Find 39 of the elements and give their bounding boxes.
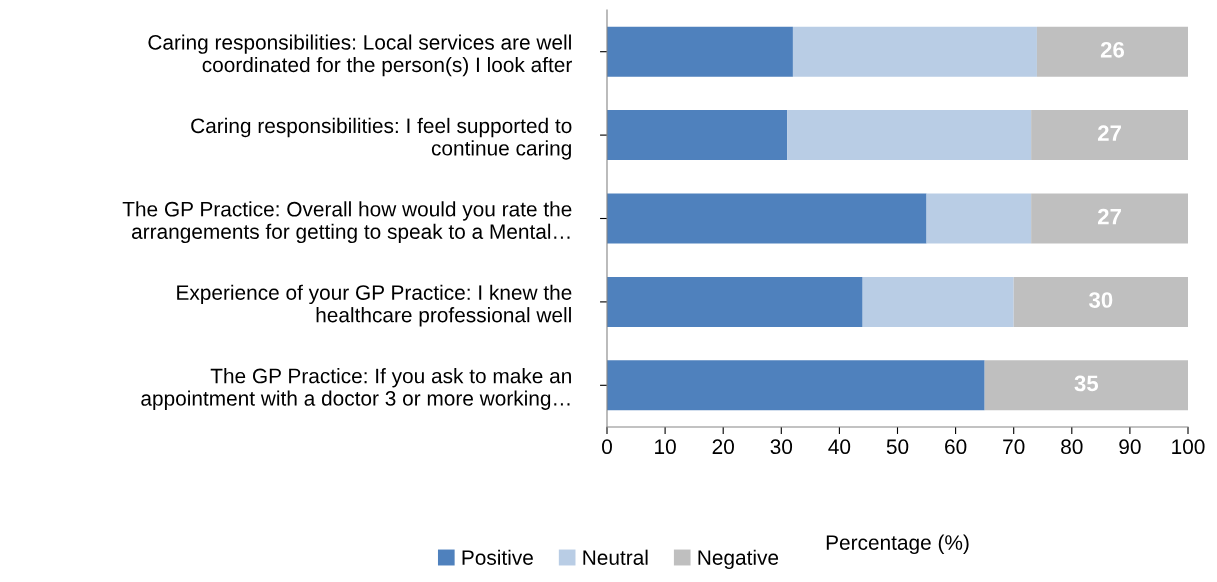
bar [984, 360, 1188, 411]
x-axis-title: Percentage (%) [826, 534, 969, 555]
bar [607, 26, 793, 77]
y-tick-label: Caring responsibilities: Local services are well coordinated for the person(s) I look after [148, 34, 572, 77]
bar [607, 276, 863, 327]
x-tick-label: 40 [828, 439, 851, 455]
bar [607, 360, 985, 411]
legend-label: Neutral [583, 549, 648, 565]
data-label: 27 [1097, 125, 1121, 141]
legend-label: Positive [462, 549, 533, 565]
bar [787, 110, 1032, 161]
x-tick-label: 20 [712, 439, 734, 455]
bar [1031, 110, 1188, 161]
data-label: 35 [1074, 375, 1099, 392]
x-tick-label: 50 [886, 439, 909, 455]
x-tick-label: 80 [1061, 439, 1083, 455]
bar [792, 26, 1037, 77]
data-label: 27 [1097, 208, 1121, 225]
y-tick-label: Experience of your GP Practice: I knew the healthcare professional well [177, 284, 572, 327]
y-tick-label: The GP Practice: If you ask to make an appointment with a doctor 3 or more working… [141, 368, 571, 410]
legend-label: Negative [698, 549, 779, 570]
bar [1031, 193, 1188, 244]
x-tick-label: 60 [945, 439, 967, 455]
bar [926, 193, 1032, 244]
x-tick-label: 100 [1172, 439, 1205, 455]
y-tick-label: The GP Practice: Overall how would you rate the arrangements for getting to speak to a Mental… [122, 201, 572, 244]
data-label: 26 [1100, 41, 1125, 58]
x-tick-label: 0 [602, 439, 612, 455]
x-tick-label: 70 [1003, 439, 1025, 455]
data-label: 30 [1089, 292, 1113, 308]
bar [607, 193, 927, 244]
bar [1036, 26, 1188, 77]
x-tick-label: 90 [1119, 439, 1141, 455]
x-tick-label: 10 [655, 439, 676, 455]
y-tick-label: Caring responsibilities: I feel supported to continue caring [191, 117, 572, 160]
bar [607, 110, 788, 161]
bar [1013, 276, 1188, 327]
x-tick-label: 30 [770, 439, 793, 455]
bar [862, 276, 1014, 327]
